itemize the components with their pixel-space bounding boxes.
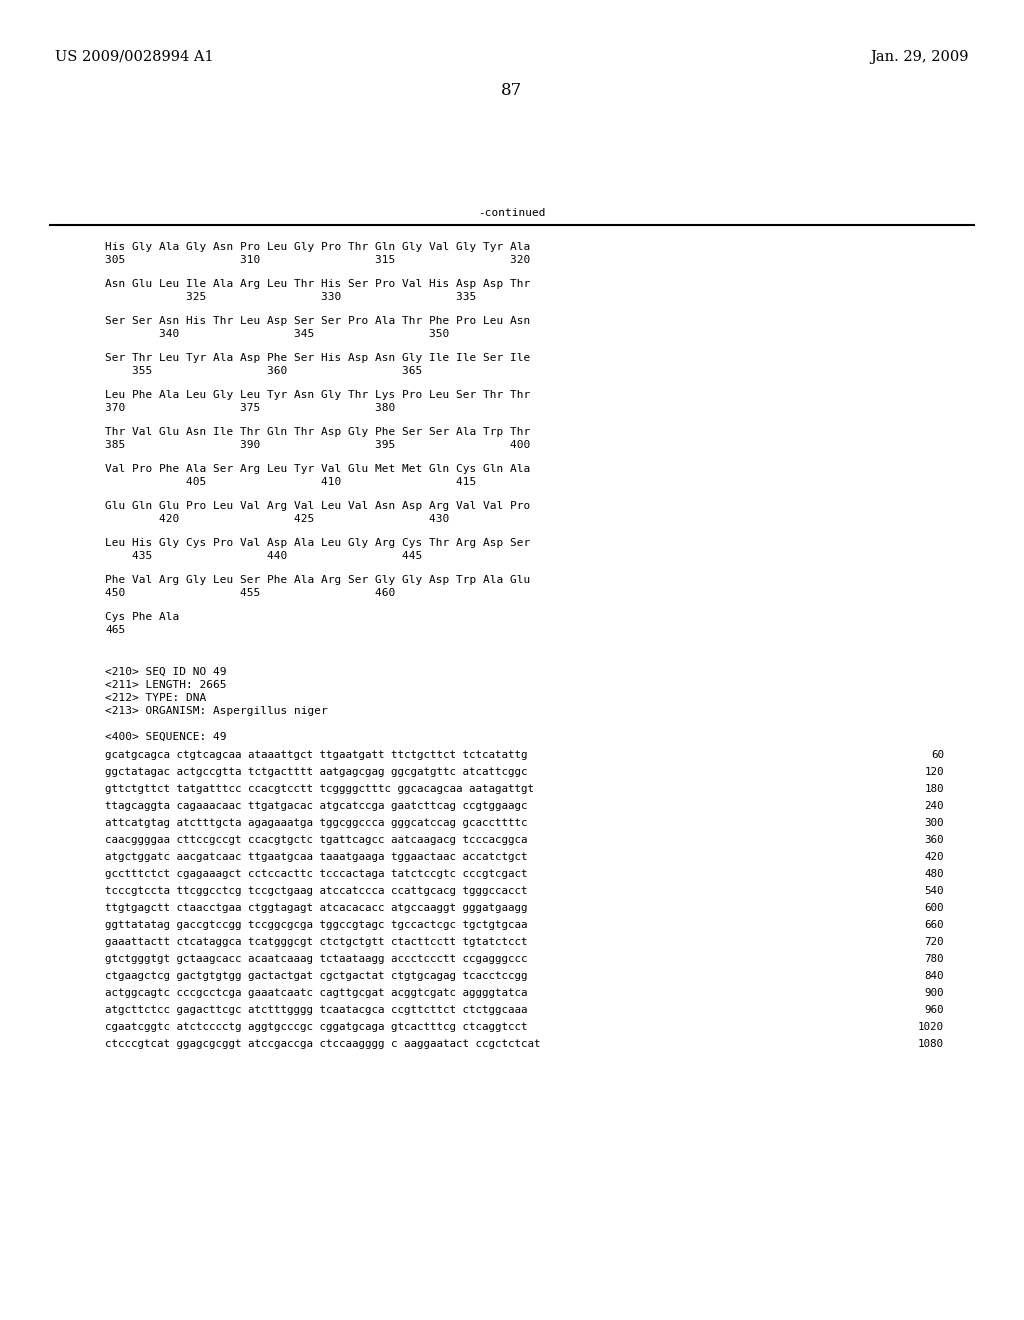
Text: atgctggatc aacgatcaac ttgaatgcaa taaatgaaga tggaactaac accatctgct: atgctggatc aacgatcaac ttgaatgcaa taaatga… (105, 851, 527, 862)
Text: 660: 660 (925, 920, 944, 931)
Text: Jan. 29, 2009: Jan. 29, 2009 (870, 50, 969, 63)
Text: <210> SEQ ID NO 49: <210> SEQ ID NO 49 (105, 667, 226, 677)
Text: Asn Glu Leu Ile Ala Arg Leu Thr His Ser Pro Val His Asp Asp Thr: Asn Glu Leu Ile Ala Arg Leu Thr His Ser … (105, 279, 530, 289)
Text: 435                 440                 445: 435 440 445 (105, 550, 422, 561)
Text: Leu His Gly Cys Pro Val Asp Ala Leu Gly Arg Cys Thr Arg Asp Ser: Leu His Gly Cys Pro Val Asp Ala Leu Gly … (105, 539, 530, 548)
Text: 780: 780 (925, 954, 944, 964)
Text: ggctatagac actgccgtta tctgactttt aatgagcgag ggcgatgttc atcattcggc: ggctatagac actgccgtta tctgactttt aatgagc… (105, 767, 527, 777)
Text: actggcagtc cccgcctcga gaaatcaatc cagttgcgat acggtcgatc aggggtatca: actggcagtc cccgcctcga gaaatcaatc cagttgc… (105, 987, 527, 998)
Text: 840: 840 (925, 972, 944, 981)
Text: 355                 360                 365: 355 360 365 (105, 366, 422, 376)
Text: gttctgttct tatgatttcc ccacgtcctt tcggggctttc ggcacagcaa aatagattgt: gttctgttct tatgatttcc ccacgtcctt tcggggc… (105, 784, 534, 795)
Text: atgcttctcc gagacttcgc atctttgggg tcaatacgca ccgttcttct ctctggcaaa: atgcttctcc gagacttcgc atctttgggg tcaatac… (105, 1005, 527, 1015)
Text: 600: 600 (925, 903, 944, 913)
Text: <212> TYPE: DNA: <212> TYPE: DNA (105, 693, 206, 704)
Text: 405                 410                 415: 405 410 415 (105, 477, 476, 487)
Text: 420: 420 (925, 851, 944, 862)
Text: Thr Val Glu Asn Ile Thr Gln Thr Asp Gly Phe Ser Ser Ala Trp Thr: Thr Val Glu Asn Ile Thr Gln Thr Asp Gly … (105, 426, 530, 437)
Text: caacggggaa cttccgccgt ccacgtgctc tgattcagcc aatcaagacg tcccacggca: caacggggaa cttccgccgt ccacgtgctc tgattca… (105, 836, 527, 845)
Text: -continued: -continued (478, 209, 546, 218)
Text: 120: 120 (925, 767, 944, 777)
Text: 60: 60 (931, 750, 944, 760)
Text: ttagcaggta cagaaacaac ttgatgacac atgcatccga gaatcttcag ccgtggaagc: ttagcaggta cagaaacaac ttgatgacac atgcatc… (105, 801, 527, 810)
Text: 720: 720 (925, 937, 944, 946)
Text: ctcccgtcat ggagcgcggt atccgaccga ctccaagggg c aaggaatact ccgctctcat: ctcccgtcat ggagcgcggt atccgaccga ctccaag… (105, 1039, 541, 1049)
Text: ctgaagctcg gactgtgtgg gactactgat cgctgactat ctgtgcagag tcacctccgg: ctgaagctcg gactgtgtgg gactactgat cgctgac… (105, 972, 527, 981)
Text: Ser Thr Leu Tyr Ala Asp Phe Ser His Asp Asn Gly Ile Ile Ser Ile: Ser Thr Leu Tyr Ala Asp Phe Ser His Asp … (105, 352, 530, 363)
Text: Cys Phe Ala: Cys Phe Ala (105, 612, 179, 622)
Text: 340                 345                 350: 340 345 350 (105, 329, 450, 339)
Text: <213> ORGANISM: Aspergillus niger: <213> ORGANISM: Aspergillus niger (105, 706, 328, 715)
Text: 300: 300 (925, 818, 944, 828)
Text: attcatgtag atctttgcta agagaaatga tggcggccca gggcatccag gcaccttttc: attcatgtag atctttgcta agagaaatga tggcggc… (105, 818, 527, 828)
Text: 480: 480 (925, 869, 944, 879)
Text: 960: 960 (925, 1005, 944, 1015)
Text: gaaattactt ctcataggca tcatgggcgt ctctgctgtt ctacttcctt tgtatctcct: gaaattactt ctcataggca tcatgggcgt ctctgct… (105, 937, 527, 946)
Text: 325                 330                 335: 325 330 335 (105, 292, 476, 302)
Text: Val Pro Phe Ala Ser Arg Leu Tyr Val Glu Met Met Gln Cys Gln Ala: Val Pro Phe Ala Ser Arg Leu Tyr Val Glu … (105, 465, 530, 474)
Text: 1080: 1080 (918, 1039, 944, 1049)
Text: His Gly Ala Gly Asn Pro Leu Gly Pro Thr Gln Gly Val Gly Tyr Ala: His Gly Ala Gly Asn Pro Leu Gly Pro Thr … (105, 242, 530, 252)
Text: 900: 900 (925, 987, 944, 998)
Text: 87: 87 (502, 82, 522, 99)
Text: Leu Phe Ala Leu Gly Leu Tyr Asn Gly Thr Lys Pro Leu Ser Thr Thr: Leu Phe Ala Leu Gly Leu Tyr Asn Gly Thr … (105, 389, 530, 400)
Text: 240: 240 (925, 801, 944, 810)
Text: 420                 425                 430: 420 425 430 (105, 513, 450, 524)
Text: 360: 360 (925, 836, 944, 845)
Text: 450                 455                 460: 450 455 460 (105, 587, 395, 598)
Text: 385                 390                 395                 400: 385 390 395 400 (105, 440, 530, 450)
Text: 370                 375                 380: 370 375 380 (105, 403, 395, 413)
Text: gcatgcagca ctgtcagcaa ataaattgct ttgaatgatt ttctgcttct tctcatattg: gcatgcagca ctgtcagcaa ataaattgct ttgaatg… (105, 750, 527, 760)
Text: cgaatcggtc atctcccctg aggtgcccgc cggatgcaga gtcactttcg ctcaggtcct: cgaatcggtc atctcccctg aggtgcccgc cggatgc… (105, 1022, 527, 1032)
Text: Glu Gln Glu Pro Leu Val Arg Val Leu Val Asn Asp Arg Val Val Pro: Glu Gln Glu Pro Leu Val Arg Val Leu Val … (105, 502, 530, 511)
Text: ggttatatag gaccgtccgg tccggcgcga tggccgtagc tgccactcgc tgctgtgcaa: ggttatatag gaccgtccgg tccggcgcga tggccgt… (105, 920, 527, 931)
Text: US 2009/0028994 A1: US 2009/0028994 A1 (55, 50, 214, 63)
Text: <211> LENGTH: 2665: <211> LENGTH: 2665 (105, 680, 226, 690)
Text: gtctgggtgt gctaagcacc acaatcaaag tctaataagg accctccctt ccgagggccc: gtctgggtgt gctaagcacc acaatcaaag tctaata… (105, 954, 527, 964)
Text: 540: 540 (925, 886, 944, 896)
Text: 305                 310                 315                 320: 305 310 315 320 (105, 255, 530, 265)
Text: 1020: 1020 (918, 1022, 944, 1032)
Text: <400> SEQUENCE: 49: <400> SEQUENCE: 49 (105, 733, 226, 742)
Text: gcctttctct cgagaaagct cctccacttc tcccactaga tatctccgtc cccgtcgact: gcctttctct cgagaaagct cctccacttc tcccact… (105, 869, 527, 879)
Text: ttgtgagctt ctaacctgaa ctggtagagt atcacacacc atgccaaggt gggatgaagg: ttgtgagctt ctaacctgaa ctggtagagt atcacac… (105, 903, 527, 913)
Text: tcccgtccta ttcggcctcg tccgctgaag atccatccca ccattgcacg tgggccacct: tcccgtccta ttcggcctcg tccgctgaag atccatc… (105, 886, 527, 896)
Text: 180: 180 (925, 784, 944, 795)
Text: Ser Ser Asn His Thr Leu Asp Ser Ser Pro Ala Thr Phe Pro Leu Asn: Ser Ser Asn His Thr Leu Asp Ser Ser Pro … (105, 315, 530, 326)
Text: Phe Val Arg Gly Leu Ser Phe Ala Arg Ser Gly Gly Asp Trp Ala Glu: Phe Val Arg Gly Leu Ser Phe Ala Arg Ser … (105, 576, 530, 585)
Text: 465: 465 (105, 624, 125, 635)
